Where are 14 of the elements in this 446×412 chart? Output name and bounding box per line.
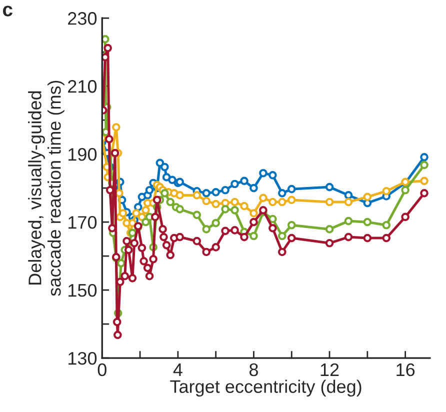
- y-tick-label: 210: [68, 80, 97, 93]
- y-tick-label: 190: [68, 148, 97, 161]
- x-tick-label: 16: [396, 363, 415, 376]
- y-tick-label: 230: [68, 12, 97, 25]
- x-tick-label: 0: [98, 363, 106, 376]
- y-tick-label: 170: [68, 216, 97, 229]
- y-tick-label: 130: [68, 352, 97, 365]
- x-tick-label: 8: [249, 363, 258, 376]
- text: c: [2, 6, 12, 16]
- y-axis-title: Delayed, visually-guided saccade reaction time (ms): [28, 80, 64, 296]
- x-tick-label: 4: [173, 364, 182, 376]
- y-tick-label: 150: [68, 284, 97, 297]
- x-tick-label: 12: [320, 363, 339, 376]
- x-axis-title: Target eccentricity (deg): [170, 380, 362, 397]
